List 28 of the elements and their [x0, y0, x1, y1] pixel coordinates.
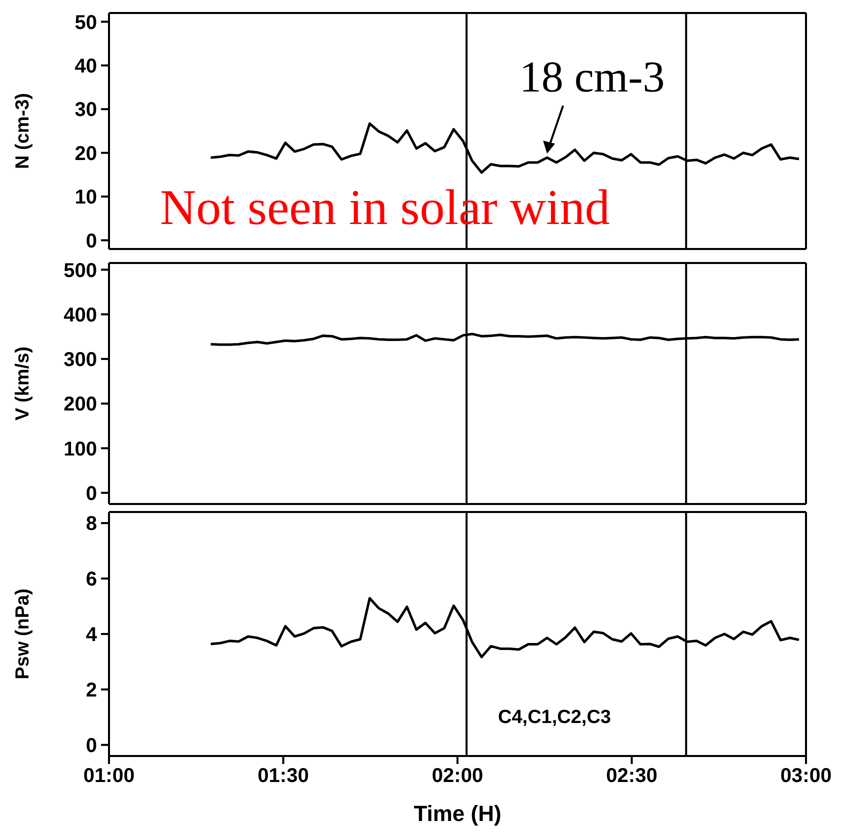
y-tick-label: 2 [86, 680, 97, 702]
y-tick-label: 200 [64, 394, 97, 416]
y-tick-label: 6 [86, 568, 97, 591]
y-tick-label: 40 [74, 56, 97, 78]
y-tick-label: 10 [74, 186, 97, 209]
y-tick-label: 8 [86, 513, 97, 536]
y-tick-label: 20 [74, 142, 97, 165]
y-tick-label: 4 [86, 624, 98, 646]
y-tick-label: 100 [64, 438, 97, 460]
annotation: 18 cm-3 [519, 52, 665, 102]
y-tick-label: 400 [64, 304, 97, 326]
y-axis-title: V (km/s) [12, 346, 34, 420]
y-tick-label: 0 [86, 482, 97, 505]
x-axis-title: Time (H) [414, 801, 502, 826]
y-tick-label: 300 [64, 349, 97, 372]
x-tick-label: 02:00 [432, 765, 484, 788]
y-tick-label: 50 [74, 12, 97, 34]
x-tick-label: 03:00 [780, 765, 832, 788]
y-axis-title: N (cm-3) [12, 92, 34, 170]
annotation: C4,C1,C2,C3 [498, 707, 611, 729]
y-tick-label: 0 [86, 230, 97, 252]
x-tick-label: 01:00 [83, 765, 135, 788]
x-tick-label: 01:30 [258, 765, 309, 788]
y-tick-label: 0 [86, 735, 97, 758]
y-tick-label: 30 [74, 99, 97, 122]
y-tick-label: 500 [64, 260, 97, 282]
x-tick-label: 02:30 [606, 765, 658, 788]
y-axis-title: Psw (nPa) [12, 588, 34, 680]
